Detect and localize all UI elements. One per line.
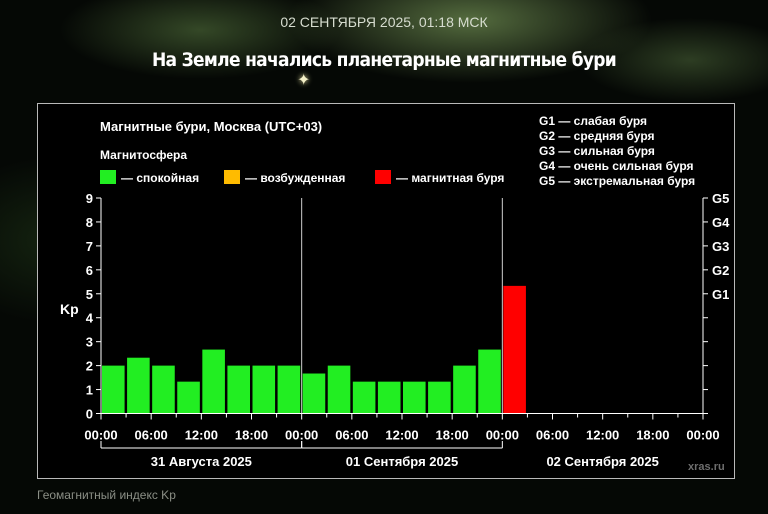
headline: На Земле начались планетарные магнитные … (151, 49, 617, 71)
x-tick-label: 00:00 (285, 428, 318, 443)
x-tick-label: 12:00 (586, 428, 619, 443)
kp-bar (227, 365, 250, 414)
legend-label-quiet: — спокойная (121, 171, 199, 185)
y-tick-label: 6 (86, 263, 93, 278)
legend-swatch-quiet (100, 170, 116, 184)
g-legend-g3: G3 — сильная буря (539, 144, 655, 158)
legend-label-storm: — магнитная буря (396, 171, 504, 185)
kp-bar (102, 365, 125, 414)
kp-bar (127, 357, 150, 414)
plot-area: 0 1 2 3 4 5 6 7 8 9 G1 G2 G3 G4 G5 00:00 06:00 12:00 18:00… (84, 191, 730, 469)
kp-bar (302, 373, 326, 414)
y-tick-label: 2 (86, 359, 93, 374)
y-axis-label: Kp (60, 301, 79, 317)
kp-bar (377, 381, 401, 414)
sparkle-icon: ✦ (297, 72, 311, 89)
day-label: 01 Сентября 2025 (346, 454, 458, 469)
g-legend-g1: G1 — слабая буря (539, 114, 647, 128)
kp-bar (403, 381, 426, 414)
legend-title: Магнитосфера (100, 148, 187, 162)
x-tick-label: 00:00 (84, 428, 117, 443)
x-tick-label: 18:00 (436, 428, 469, 443)
y-tick-label: 1 (86, 383, 93, 398)
legend-label-excited: — возбужденная (245, 171, 345, 185)
y-tick-label: 5 (86, 287, 93, 302)
y-tick-label: 3 (86, 335, 93, 350)
day-label: 31 Августа 2025 (151, 454, 252, 469)
x-tick-label: 18:00 (235, 428, 268, 443)
chart-caption: Геомагнитный индекс Kp (37, 488, 176, 502)
day-label: 02 Сентября 2025 (546, 454, 658, 469)
kp-bar (252, 365, 276, 414)
dateline: 02 СЕНТЯБРЯ 2025, 01:18 МСК (280, 14, 488, 30)
x-tick-label: 12:00 (385, 428, 418, 443)
g-level-label: G1 (712, 287, 729, 302)
y-tick-label: 7 (86, 239, 93, 254)
kp-bar (503, 285, 526, 414)
x-tick-label: 00:00 (486, 428, 519, 443)
g-legend-g5: G5 — экстремальная буря (539, 174, 695, 188)
y-tick-label: 8 (86, 215, 93, 230)
chart-panel: Магнитные бури, Москва (UTC+03) Магнитос… (37, 103, 735, 479)
kp-bar (428, 381, 451, 414)
x-tick-label: 18:00 (636, 428, 669, 443)
x-tick-label: 06:00 (335, 428, 368, 443)
legend-swatch-excited (224, 170, 240, 184)
g-legend-g4: G4 — очень сильная буря (539, 159, 694, 173)
legend-swatch-storm (375, 170, 391, 184)
kp-bar (277, 365, 301, 414)
g-level-label: G5 (712, 191, 729, 206)
kp-bar (152, 365, 175, 414)
x-tick-label: 06:00 (536, 428, 569, 443)
g-level-label: G3 (712, 239, 729, 254)
g-level-label: G2 (712, 263, 729, 278)
x-tick-label: 06:00 (135, 428, 168, 443)
y-tick-label: 4 (86, 311, 94, 326)
kp-bar (202, 349, 225, 414)
g-legend-g2: G2 — средняя буря (539, 129, 655, 143)
x-tick-label: 12:00 (185, 428, 218, 443)
chart-title: Магнитные бури, Москва (UTC+03) (100, 119, 322, 134)
kp-chart: Магнитные бури, Москва (UTC+03) Магнитос… (60, 114, 730, 473)
kp-bar (327, 365, 351, 414)
kp-bar (478, 349, 501, 414)
kp-bar (177, 381, 200, 414)
y-tick-label: 9 (86, 191, 93, 206)
g-level-label: G4 (712, 215, 730, 230)
x-tick-label: 00:00 (686, 428, 719, 443)
kp-bar (453, 365, 476, 414)
kp-bar (352, 381, 376, 414)
y-tick-label: 0 (86, 407, 93, 422)
watermark: xras.ru (688, 461, 725, 473)
